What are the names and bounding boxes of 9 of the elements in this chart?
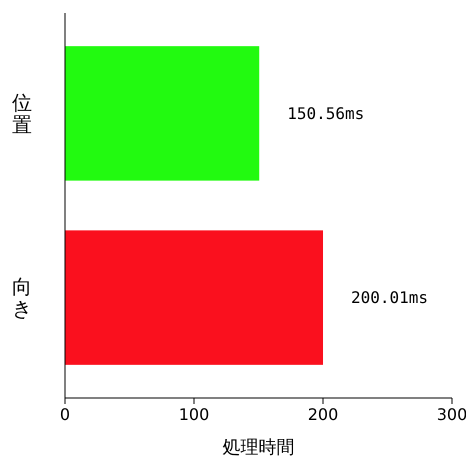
- y-tick-label: 向き: [12, 274, 32, 321]
- x-tick-label: 300: [436, 405, 466, 424]
- x-tick-label: 100: [178, 405, 210, 424]
- x-axis-title: 処理時間: [222, 437, 294, 458]
- y-tick-label: 位置: [12, 90, 32, 136]
- x-tick-label: 200: [308, 405, 338, 424]
- x-tick-label: 0: [60, 405, 70, 424]
- data-label: 150.56ms: [287, 104, 364, 123]
- data-label: 200.01ms: [351, 288, 428, 308]
